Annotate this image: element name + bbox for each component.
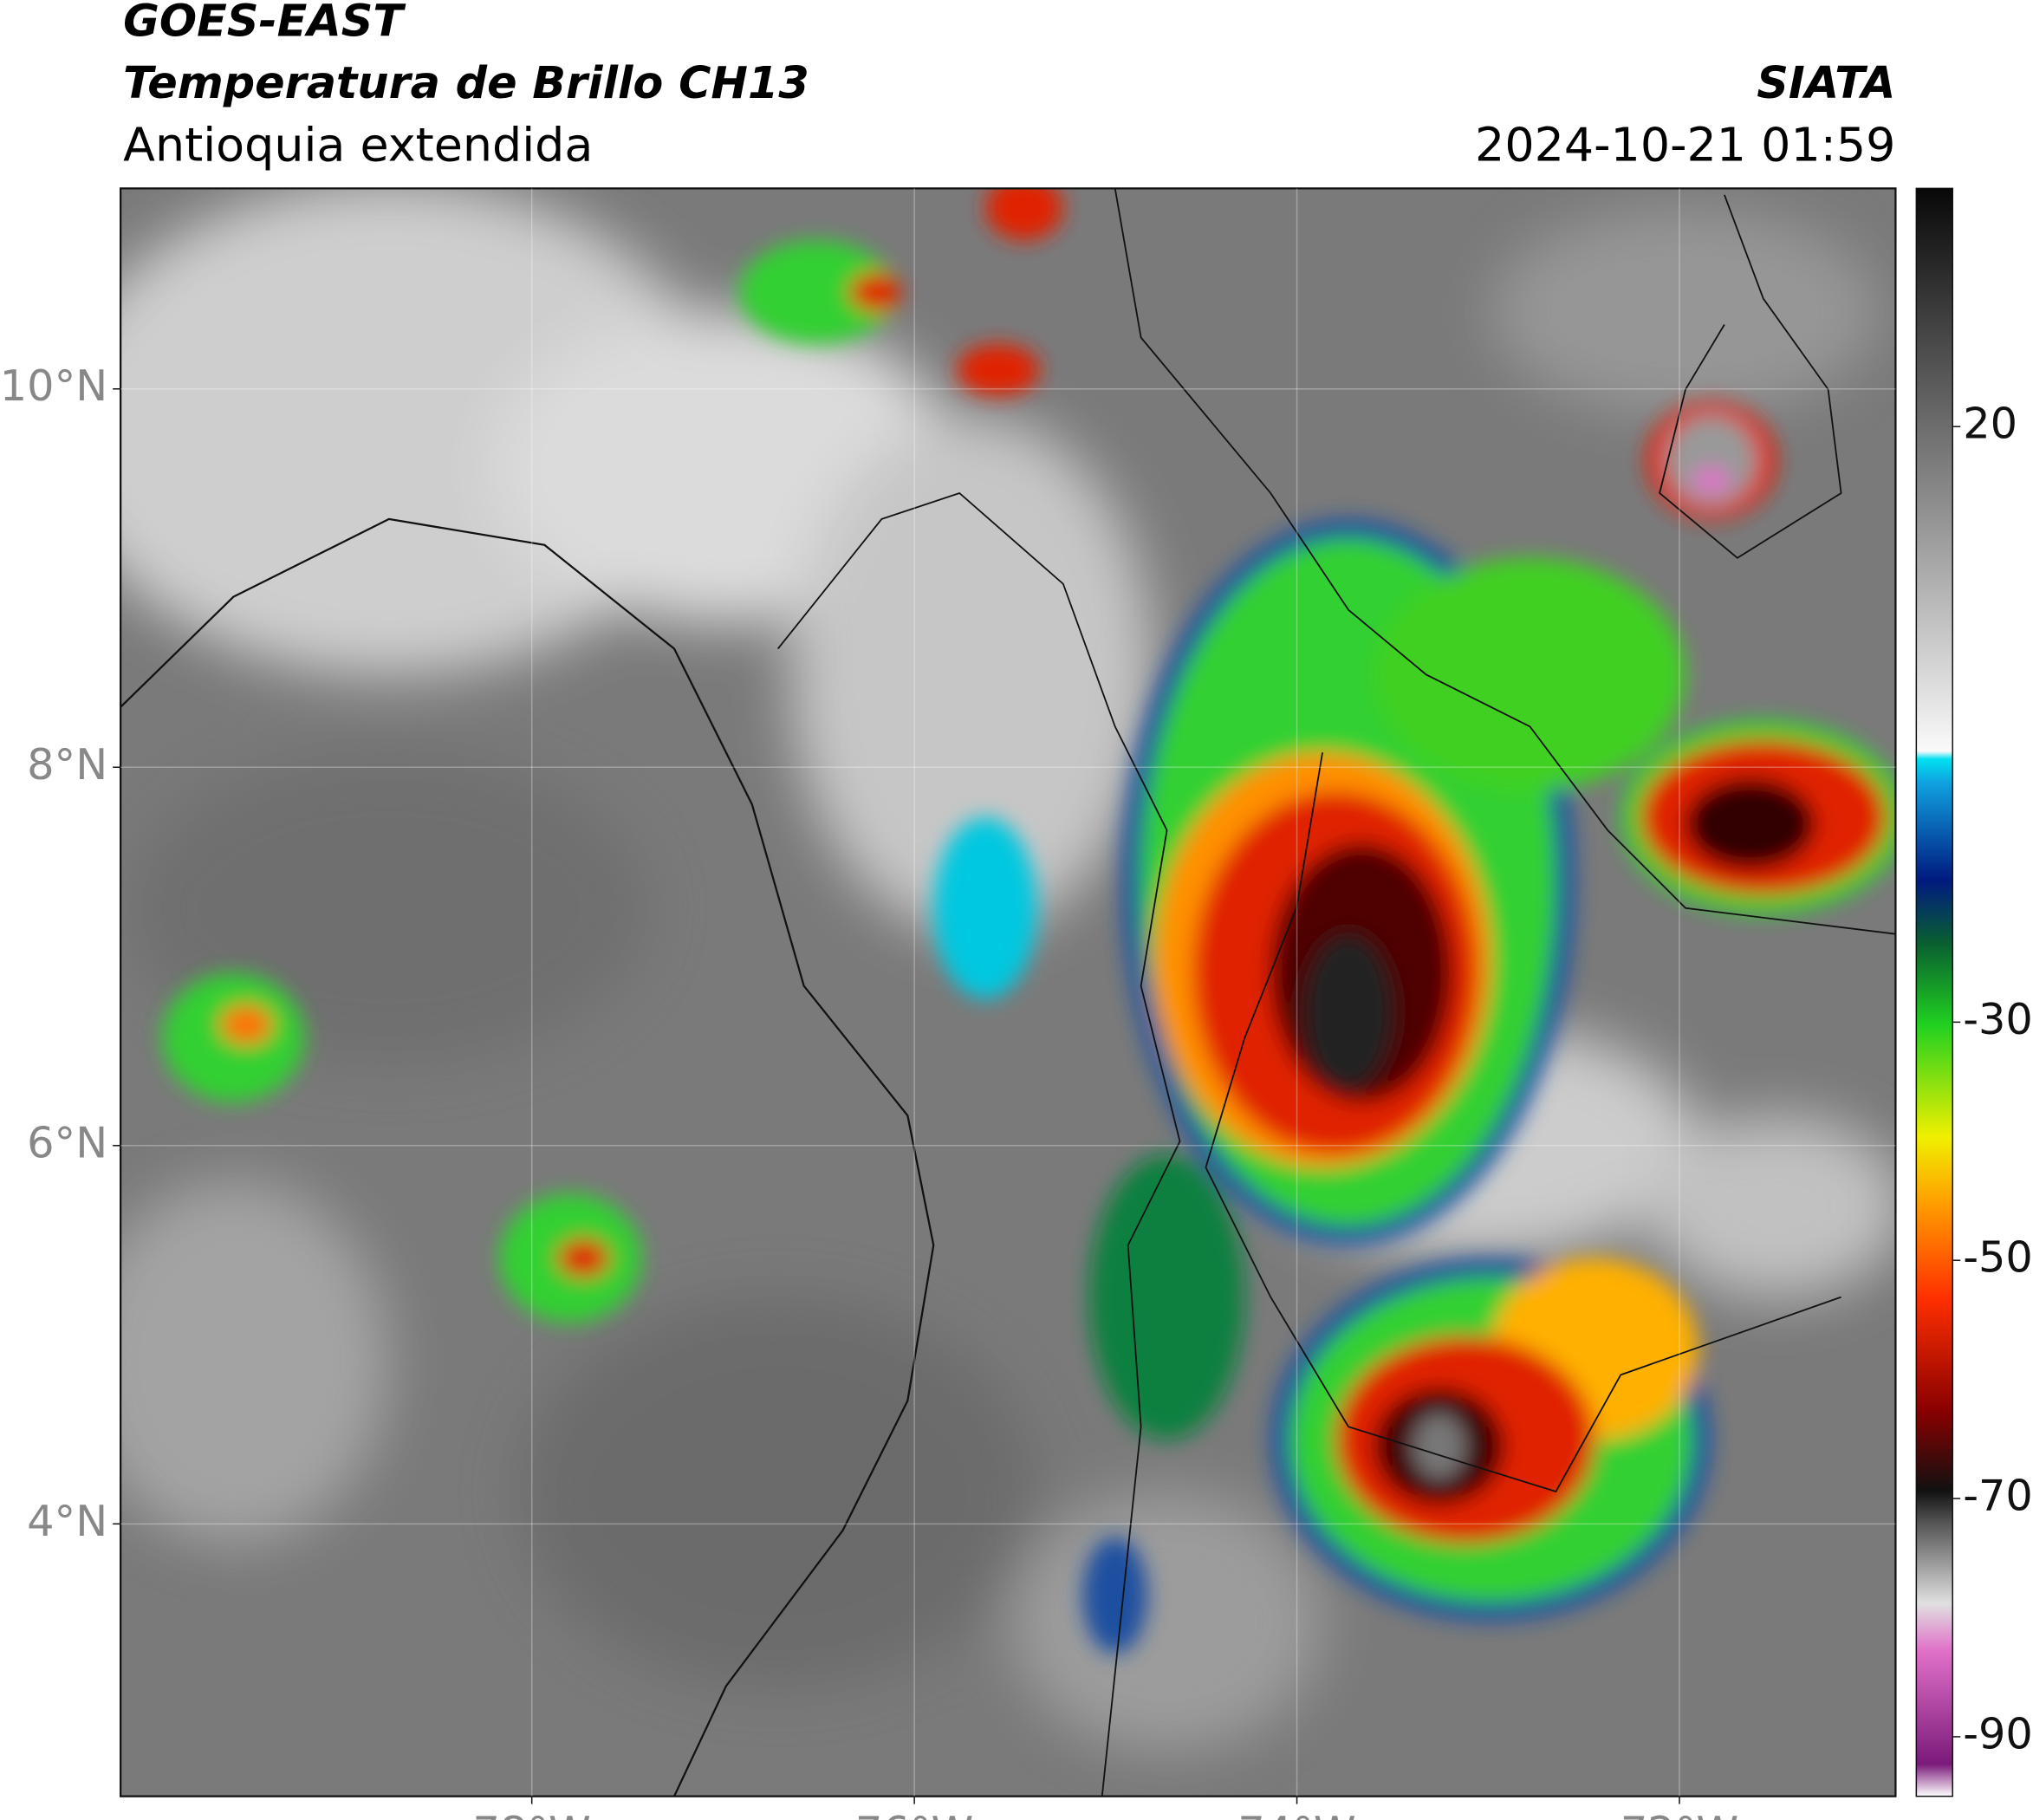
source: GOES-EAST (123, 0, 406, 46)
x-tick-label: 74°W (1237, 1807, 1355, 1820)
product: Temperatura de Brillo CH13 (123, 57, 809, 108)
y-tick-label: 4°N (27, 1496, 107, 1546)
datetime: 2024-10-21 01:59 (1475, 118, 1895, 172)
y-tick-label: 6°N (27, 1117, 107, 1167)
colorbar-tick-label: -50 (1963, 1232, 2033, 1283)
colorbar-tick-label: -70 (1963, 1471, 2033, 1521)
satellite-image (120, 188, 1896, 1797)
colorbar-tick-label: -30 (1963, 994, 2033, 1044)
colorbar-tick-label: 20 (1963, 399, 2017, 449)
colorbar (1915, 187, 1953, 1797)
agency: SIATA (1757, 57, 1895, 108)
map-frame (120, 187, 1897, 1797)
y-tick-label: 10°N (0, 361, 107, 411)
colorbar-tick-label: -90 (1963, 1708, 2033, 1758)
x-tick-label: 72°W (1621, 1807, 1738, 1820)
x-tick-label: 76°W (855, 1807, 973, 1820)
region: Antioquia extendida (123, 118, 593, 172)
y-tick-label: 8°N (27, 739, 107, 790)
x-tick-label: 78°W (473, 1807, 591, 1820)
